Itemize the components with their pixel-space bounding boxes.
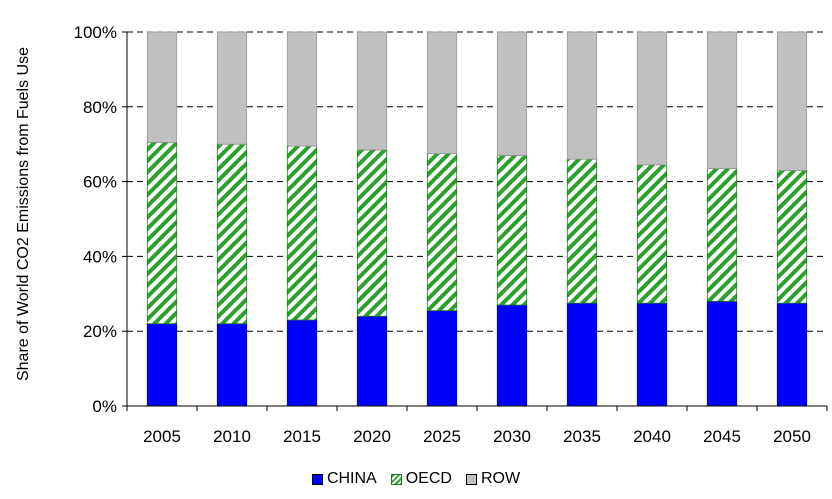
x-tick-label: 2020 (353, 427, 391, 446)
legend-label: ROW (480, 470, 521, 487)
bar-row-2015 (286, 31, 318, 147)
bar-oecd-2015 (286, 145, 318, 321)
bar-oecd-2010 (216, 143, 248, 325)
bar-row-2020 (356, 31, 388, 151)
legend: CHINA OECD ROW (0, 470, 832, 488)
bar-china-2020 (356, 315, 388, 407)
bar-row-2010 (216, 31, 248, 145)
y-tick-label: 40% (83, 247, 117, 266)
bar-row-2035 (566, 31, 598, 160)
x-tick-label: 2005 (143, 427, 181, 446)
bar-row-2025 (426, 31, 458, 154)
bar-oecd-2025 (426, 153, 458, 312)
bar-china-2030 (496, 304, 528, 407)
x-tick-label: 2030 (493, 427, 531, 446)
x-tick-label: 2015 (283, 427, 321, 446)
bar-row-2005 (146, 31, 178, 143)
y-tick-label: 100% (74, 23, 117, 42)
legend-label: OECD (405, 470, 452, 487)
y-tick-label: 0% (92, 397, 117, 416)
y-tick-label: 60% (83, 173, 117, 192)
legend-swatch (465, 473, 477, 485)
bar-row-2030 (496, 31, 528, 156)
x-tick-label: 2050 (773, 427, 811, 446)
legend-swatch (390, 473, 402, 485)
bar-china-2045 (706, 300, 738, 407)
x-tick-label: 2040 (633, 427, 671, 446)
legend-item-row: ROW (465, 470, 521, 488)
x-tick-label: 2010 (213, 427, 251, 446)
bar-oecd-2030 (496, 155, 528, 306)
bar-oecd-2020 (356, 149, 388, 317)
legend-swatch (311, 473, 323, 485)
x-tick-label: 2035 (563, 427, 601, 446)
bar-china-2005 (146, 323, 178, 407)
bar-row-2045 (706, 31, 738, 169)
bar-china-2010 (216, 323, 248, 407)
x-tick-label: 2045 (703, 427, 741, 446)
y-tick-label: 20% (83, 322, 117, 341)
axes: 0% 20% 40% 60% 80% 100% 2005 2010 2015 2020 2025 20… (74, 23, 828, 446)
bar-china-2015 (286, 319, 318, 407)
bar-china-2050 (776, 302, 808, 407)
bar-oecd-2045 (706, 168, 738, 302)
bar-oecd-2040 (636, 164, 668, 304)
bar-row-2040 (636, 31, 668, 166)
bar-oecd-2035 (566, 158, 598, 304)
bar-china-2025 (426, 310, 458, 407)
bar-row-2050 (776, 31, 808, 171)
bars (146, 31, 808, 407)
bar-china-2040 (636, 302, 668, 407)
legend-item-oecd: OECD (390, 470, 452, 488)
legend-item-china: CHINA (311, 470, 377, 488)
y-axis-title: Share of World CO2 Emissions from Fuels … (15, 47, 32, 381)
legend-label: CHINA (326, 470, 377, 487)
y-tick-label: 80% (83, 98, 117, 117)
bar-oecd-2005 (146, 141, 178, 325)
x-tick-label: 2025 (423, 427, 461, 446)
bar-oecd-2050 (776, 169, 808, 304)
bar-china-2035 (566, 302, 598, 407)
